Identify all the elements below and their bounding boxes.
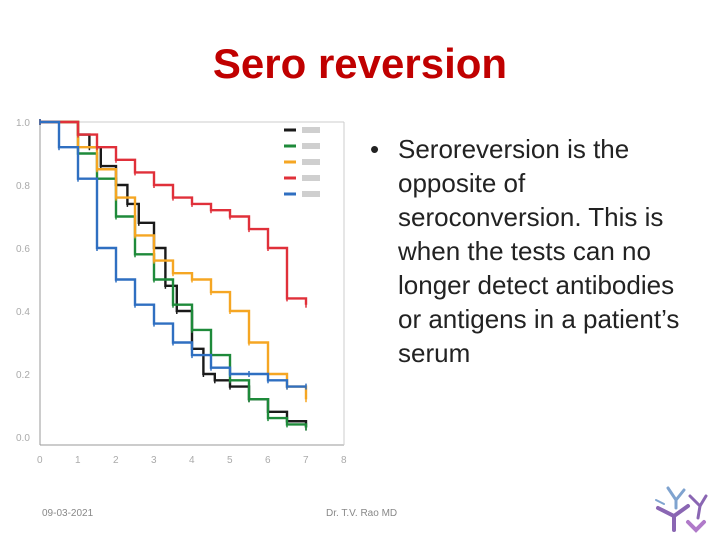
chart-legend xyxy=(284,127,320,197)
chart-ticks: 1.0 0.8 0.6 0.4 0.2 0.0 0 1 2 3 4 5 6 7 8 xyxy=(16,118,347,466)
legend-label-blur xyxy=(302,143,320,149)
bullet-description: is the opposite of seroconversion. This … xyxy=(398,134,680,368)
slide-title: Sero reversion xyxy=(212,40,508,87)
x-tick-label: 8 xyxy=(341,455,347,466)
bullet-paragraph: Seroreversion is the opposite of serocon… xyxy=(398,132,688,370)
series-line xyxy=(40,120,306,388)
y-tick-label: 0.4 xyxy=(16,307,30,318)
x-tick-label: 6 xyxy=(265,455,271,466)
footer-date: 09-03-2021 xyxy=(42,508,94,519)
legend-label-blur xyxy=(302,191,320,197)
survival-chart: 1.0 0.8 0.6 0.4 0.2 0.0 0 1 2 3 4 5 6 7 8 xyxy=(16,118,347,466)
bullet-term: Seroreversion xyxy=(398,134,560,164)
y-tick-label: 0.2 xyxy=(16,370,30,381)
series-line xyxy=(40,120,308,428)
x-tick-label: 3 xyxy=(151,455,157,466)
x-tick-label: 7 xyxy=(303,455,309,466)
chart-series-layer xyxy=(39,119,308,431)
legend-label-blur xyxy=(302,127,320,133)
legend-label-blur xyxy=(302,159,320,165)
antibody-logo xyxy=(644,478,716,543)
x-tick-label: 4 xyxy=(189,455,195,466)
x-tick-label: 5 xyxy=(227,455,233,466)
chart-axes xyxy=(39,121,345,446)
bullet-text-block: • Seroreversion is the opposite of seroc… xyxy=(368,132,688,370)
antibody-logo-icon xyxy=(655,486,708,533)
x-tick-label: 0 xyxy=(37,455,43,466)
series-line xyxy=(40,120,308,305)
bullet-dot: • xyxy=(370,134,380,164)
survival-figure: 1.0 0.8 0.6 0.4 0.2 0.0 0 1 2 3 4 5 6 7 8 xyxy=(12,112,362,512)
y-tick-label: 1.0 xyxy=(16,118,30,129)
legend-label-blur xyxy=(302,175,320,181)
y-tick-label: 0.0 xyxy=(16,433,30,444)
footer-author: Dr. T.V. Rao MD xyxy=(326,508,398,519)
x-tick-label: 1 xyxy=(75,455,81,466)
x-tick-label: 2 xyxy=(113,455,119,466)
y-tick-label: 0.8 xyxy=(16,181,30,192)
y-tick-label: 0.6 xyxy=(16,244,30,255)
series-line xyxy=(40,120,308,400)
